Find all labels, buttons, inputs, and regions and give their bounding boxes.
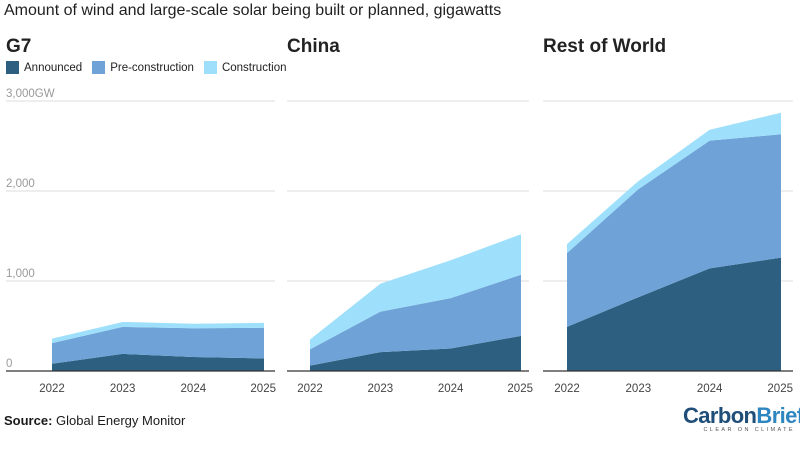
x-tick-rest-of-world-2025: 2025 [767, 383, 793, 395]
legend-item-pre-construction: Pre-construction [92, 61, 194, 74]
x-tick-china-2024: 2024 [438, 383, 464, 395]
y-tick-0: 0 [6, 358, 12, 370]
area-g7-announced [52, 353, 264, 371]
carbonbrief-logo: CarbonBrief CLEAR ON CLIMATE [683, 403, 800, 442]
area-rest-of-world-pre-construction [567, 134, 781, 327]
x-tick-rest-of-world-2023: 2023 [626, 383, 652, 395]
y-tick-1000: 1,000 [6, 268, 35, 280]
legend: Announced Pre-construction Construction [6, 61, 297, 74]
y-tick-3000: 3,000GW [6, 88, 55, 100]
panel-title-rest-of-world: Rest of World [543, 36, 667, 57]
source-text: Global Energy Monitor [56, 413, 186, 428]
source-note: Source: Global Energy Monitor [4, 413, 185, 428]
x-tick-g7-2023: 2023 [110, 383, 136, 395]
logo-carbon: Carbon [683, 403, 757, 428]
panel-title-china: China [287, 36, 340, 57]
y-tick-2000: 2,000 [6, 178, 35, 190]
x-tick-rest-of-world-2022: 2022 [554, 383, 580, 395]
legend-swatch-construction [203, 61, 217, 74]
legend-label-construction: Construction [221, 61, 287, 74]
area-g7-pre-construction [52, 326, 264, 364]
legend-swatch-announced [6, 61, 19, 74]
legend-swatch-pre-construction [92, 61, 106, 74]
area-rest-of-world-construction [567, 112, 781, 254]
panel-title-g7: G7 [6, 36, 32, 57]
legend-item-announced: Announced [6, 61, 82, 74]
area-rest-of-world-announced [567, 257, 781, 371]
area-china-construction [310, 234, 521, 350]
area-g7-construction [52, 321, 264, 344]
x-tick-china-2023: 2023 [368, 383, 394, 395]
x-tick-g7-2022: 2022 [39, 383, 65, 395]
x-tick-china-2025: 2025 [507, 383, 533, 395]
logo-wordmark: CarbonBrief [683, 403, 800, 428]
legend-label-pre-construction: Pre-construction [110, 61, 194, 74]
chart-title: Amount of wind and large-scale solar bei… [4, 2, 502, 19]
source-label: Source: [4, 413, 53, 428]
area-china-announced [310, 335, 521, 371]
legend-label-announced: Announced [24, 61, 83, 74]
x-tick-china-2022: 2022 [297, 383, 323, 395]
logo-tagline: CLEAR ON CLIMATE [703, 427, 795, 433]
x-tick-rest-of-world-2024: 2024 [697, 383, 723, 395]
x-tick-g7-2024: 2024 [181, 383, 207, 395]
x-tick-g7-2025: 2025 [250, 383, 276, 395]
legend-item-construction: Construction [203, 61, 287, 74]
area-china-pre-construction [310, 274, 521, 366]
logo-brief: Brief [756, 403, 800, 428]
